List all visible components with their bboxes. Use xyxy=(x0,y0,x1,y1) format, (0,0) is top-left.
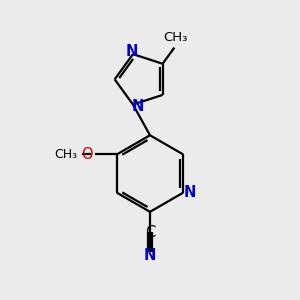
Text: N: N xyxy=(144,248,156,263)
Text: N: N xyxy=(132,98,145,113)
Text: C: C xyxy=(145,225,155,240)
Text: N: N xyxy=(125,44,138,59)
Text: CH₃: CH₃ xyxy=(164,31,188,44)
Text: O: O xyxy=(81,147,92,162)
Text: CH₃: CH₃ xyxy=(54,148,77,161)
Text: N: N xyxy=(184,185,196,200)
